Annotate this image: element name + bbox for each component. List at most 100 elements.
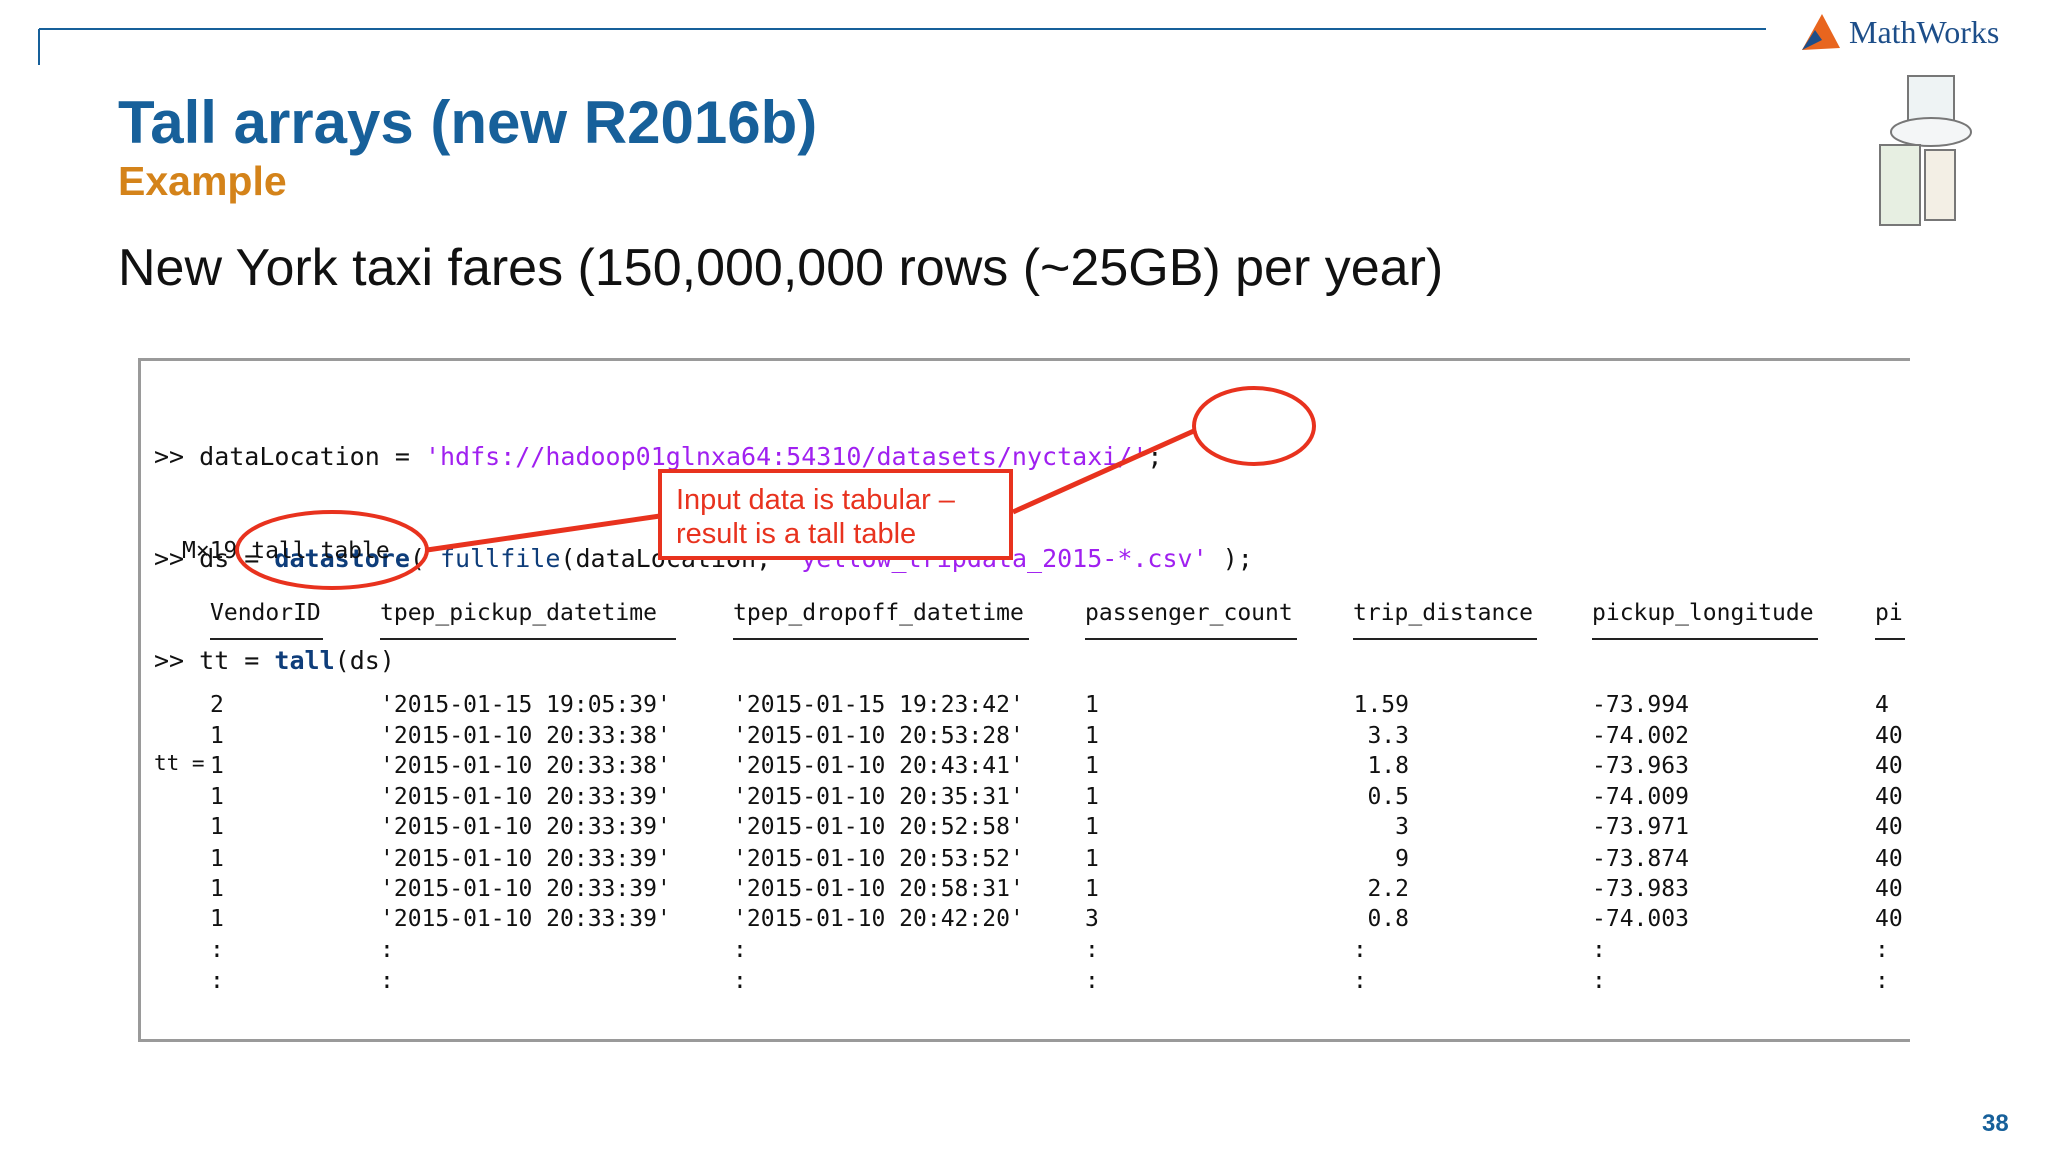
table-cell: : (1085, 968, 1099, 994)
table-cell: -74.002 (1592, 723, 1689, 749)
code-line: M×19 tall table (182, 538, 390, 564)
callout: Input data is tabular – result is a tall… (658, 469, 1013, 560)
table-cell: 1.8 (1367, 753, 1409, 779)
slide-subtitle: Example (118, 158, 287, 204)
table-cell: '2015-01-10 20:42:20' (733, 906, 1024, 932)
table-cell: '2015-01-10 20:53:28' (733, 723, 1024, 749)
table-cell: '2015-01-10 20:33:39' (380, 784, 671, 810)
table-cell: -74.009 (1592, 784, 1689, 810)
table-cell: '2015-01-10 20:33:39' (380, 906, 671, 932)
table-cell: '2015-01-10 20:33:38' (380, 723, 671, 749)
table-cell: 3 (1085, 906, 1099, 932)
column-header: tpep_pickup_datetime (380, 600, 676, 640)
code-line: >> dataLocation = 'hdfs://hadoop01glnxa6… (154, 440, 1253, 474)
table-cell: 1 (210, 753, 224, 779)
table-cell: 9 (1395, 846, 1409, 872)
table-cell: 0.8 (1367, 906, 1409, 932)
table-cell: 40 (1875, 876, 1903, 902)
code-line: >> tt = tall(ds) (154, 644, 1253, 678)
column-header: pickup_longitude (1592, 600, 1818, 640)
table-cell: 3 (1395, 814, 1409, 840)
callout-text: result is a tall table (676, 518, 917, 550)
table-cell: 40. (1875, 906, 1905, 932)
table-cell: 1 (210, 876, 224, 902)
heading: New York taxi fares (150,000,000 rows (~… (118, 239, 1444, 297)
table-cell: 1 (210, 784, 224, 810)
table-cell: 40 (1875, 723, 1903, 749)
code-text: M×19 tall table (182, 538, 390, 564)
table-cell: : (733, 968, 747, 994)
table-cell: : (1085, 937, 1099, 963)
table-cell: 2 (210, 692, 224, 718)
table-cell: 40 (1875, 784, 1903, 810)
table-cell: : (210, 937, 224, 963)
table-cell: : (1592, 937, 1606, 963)
table-cell: -73.994 (1592, 692, 1689, 718)
code-text: tt = (154, 751, 205, 775)
table-cell: '2015-01-15 19:23:42' (733, 692, 1024, 718)
table-cell: '2015-01-10 20:53:52' (733, 846, 1024, 872)
table-cell: : (1875, 968, 1889, 994)
callout-connector (1011, 427, 1198, 515)
cloud-building-illustration (1879, 75, 1972, 226)
table-cell: -73.971 (1592, 814, 1689, 840)
table-cell: 40 (1875, 846, 1903, 872)
table-cell: : (733, 937, 747, 963)
table-cell: 1 (210, 814, 224, 840)
table-cell: 40 (1875, 814, 1903, 840)
table-cell: 1 (210, 906, 224, 932)
code-block: >> dataLocation = 'hdfs://hadoop01glnxa6… (154, 372, 1253, 814)
table-cell: 1 (210, 846, 224, 872)
logo: MathWorks (1849, 14, 2000, 50)
code-line: tt = (154, 746, 1253, 780)
callout-connector (426, 513, 661, 553)
table-cell: '2015-01-10 20:43:41' (733, 753, 1024, 779)
table-cell: 1 (1085, 723, 1099, 749)
table-cell: 1 (1085, 692, 1099, 718)
callout-text: Input data is tabular – (676, 484, 955, 516)
table-cell: : (1592, 968, 1606, 994)
column-header: VendorID (210, 600, 323, 640)
table-cell: 1 (1085, 876, 1099, 902)
highlight-circle (1192, 386, 1316, 466)
table-cell: 3.3 (1367, 723, 1409, 749)
data-table: VendorID tpep_pickup_datetime tpep_dropoff… (210, 600, 1905, 994)
column-header: pi (1875, 600, 1905, 640)
table-cell: : (380, 937, 394, 963)
code-text: >> tt = (154, 646, 275, 675)
code-text: ); (1207, 544, 1253, 573)
table-cell: 4 (1875, 692, 1889, 718)
table-cell: 1 (1085, 753, 1099, 779)
code-text: >> ds = (154, 544, 275, 573)
table-cell: 40 (1875, 753, 1903, 779)
column-header: trip_distance (1353, 600, 1537, 640)
slide-title: Tall arrays (new R2016b) (118, 89, 818, 156)
highlight-circle (235, 510, 429, 590)
code-function: fullfile (440, 544, 561, 573)
table-cell: -73.874 (1592, 846, 1689, 872)
logo-icon (1802, 14, 1840, 50)
code-string: 'hdfs://hadoop01glnxa64:54310/datasets/n… (424, 442, 1148, 471)
table-cell: : (1353, 937, 1367, 963)
code-text: >> dataLocation = (154, 442, 425, 471)
table-cell: 2.2 (1367, 876, 1409, 902)
table-cell: 1 (1085, 784, 1099, 810)
table-cell: '2015-01-10 20:33:39' (380, 846, 671, 872)
column-header: tpep_dropoff_datetime (733, 600, 1029, 640)
table-cell: '2015-01-10 20:52:58' (733, 814, 1024, 840)
table-cell: : (1353, 968, 1367, 994)
table-cell: 1 (1085, 846, 1099, 872)
table-cell: '2015-01-10 20:58:31' (733, 876, 1024, 902)
code-keyword: tall (274, 646, 335, 675)
table-cell: '2015-01-10 20:33:39' (380, 814, 671, 840)
column-header: passenger_count (1085, 600, 1297, 640)
table-cell: -73.983 (1592, 876, 1689, 902)
code-keyword: datastore (274, 544, 410, 573)
code-text: (ds) (334, 646, 395, 675)
table-cell: 1.59 (1353, 692, 1409, 718)
table-cell: '2015-01-10 20:33:39' (380, 876, 671, 902)
table-cell: -74.003 (1592, 906, 1689, 932)
